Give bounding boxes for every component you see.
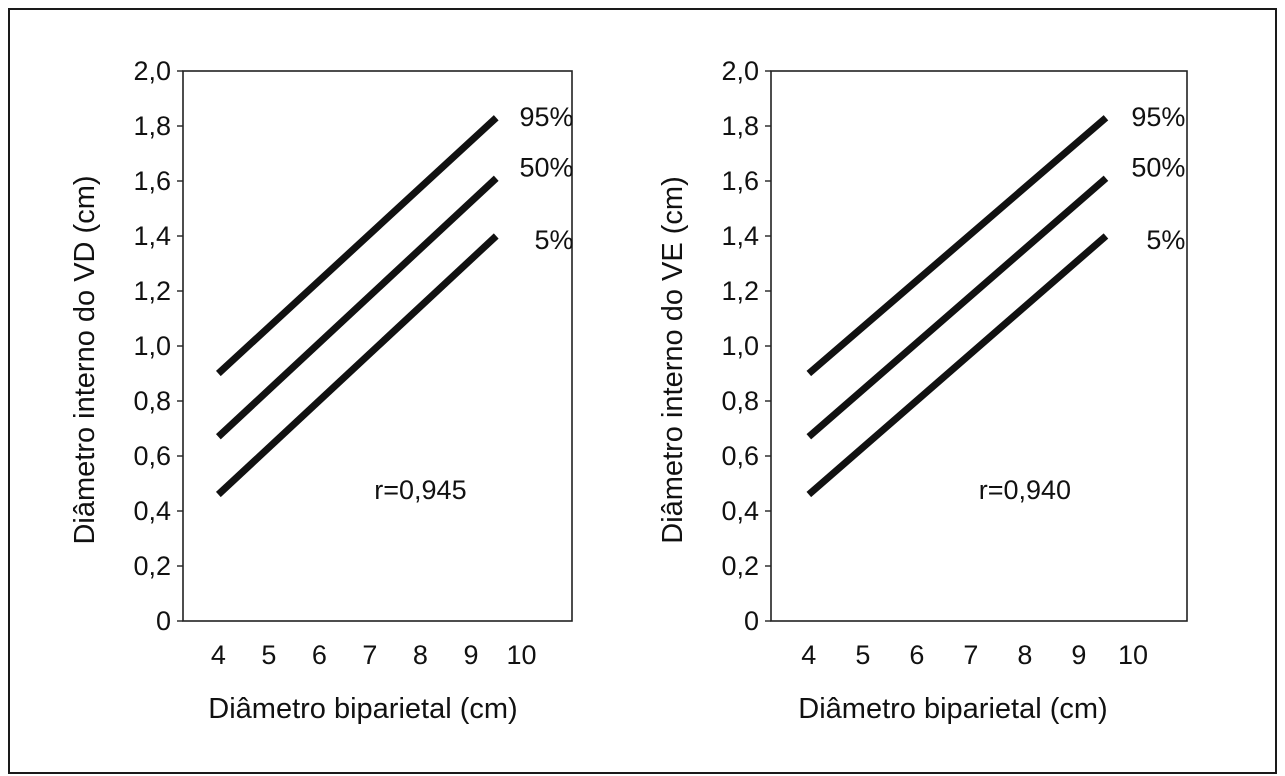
y-tick-label: 1,4	[721, 221, 759, 251]
y-tick-label: 1,2	[133, 276, 171, 306]
series-line	[806, 115, 1109, 377]
y-tick-label: 0,2	[133, 551, 171, 581]
series-line	[215, 233, 499, 498]
x-tick-label: 8	[413, 640, 428, 670]
series-label: 5%	[1146, 225, 1185, 255]
x-tick-label: 8	[1017, 640, 1032, 670]
x-tick-label: 5	[261, 640, 276, 670]
series-line	[215, 175, 499, 440]
figure-frame	[8, 8, 1277, 774]
y-tick-label: 2,0	[721, 56, 759, 86]
series-line	[215, 115, 499, 377]
x-tick-label: 7	[963, 640, 978, 670]
x-tick-label: 5	[855, 640, 870, 670]
x-tick-label: 4	[211, 640, 226, 670]
y-tick-label: 0,6	[133, 441, 171, 471]
x-tick-label: 10	[506, 640, 536, 670]
x-tick-label: 6	[909, 640, 924, 670]
x-tick-label: 4	[801, 640, 816, 670]
x-axis-label: Diâmetro biparietal (cm)	[798, 693, 1107, 725]
series-label: 5%	[535, 225, 574, 255]
y-axis-label: Diâmetro interno do VD (cm)	[69, 175, 101, 544]
y-tick-label: 1,4	[133, 221, 171, 251]
series-label: 95%	[519, 102, 573, 132]
correlation-annotation: r=0,945	[374, 475, 466, 505]
x-tick-label: 9	[463, 640, 478, 670]
y-tick-label: 0,8	[721, 386, 759, 416]
y-axis-label: Diâmetro interno do VE (cm)	[657, 176, 689, 543]
y-tick-label: 1,6	[721, 166, 759, 196]
series-line	[806, 233, 1109, 498]
y-tick-label: 1,0	[133, 331, 171, 361]
x-tick-label: 10	[1118, 640, 1148, 670]
series-line	[806, 175, 1109, 440]
y-tick-label: 1,2	[721, 276, 759, 306]
y-tick-label: 1,8	[133, 111, 171, 141]
y-tick-label: 1,8	[721, 111, 759, 141]
y-tick-label: 2,0	[133, 56, 171, 86]
x-tick-label: 7	[362, 640, 377, 670]
y-tick-label: 0,6	[721, 441, 759, 471]
x-tick-label: 6	[312, 640, 327, 670]
series-label: 95%	[1131, 102, 1185, 132]
y-tick-label: 1,6	[133, 166, 171, 196]
y-tick-label: 1,0	[721, 331, 759, 361]
y-tick-label: 0,4	[721, 496, 759, 526]
correlation-annotation: r=0,940	[979, 475, 1071, 505]
y-tick-label: 0,8	[133, 386, 171, 416]
y-tick-label: 0,4	[133, 496, 171, 526]
y-tick-label: 0	[156, 606, 171, 636]
y-tick-label: 0	[744, 606, 759, 636]
x-tick-label: 9	[1071, 640, 1086, 670]
series-label: 50%	[1131, 152, 1185, 182]
y-tick-label: 0,2	[721, 551, 759, 581]
series-label: 50%	[519, 152, 573, 182]
x-axis-label: Diâmetro biparietal (cm)	[208, 693, 517, 725]
